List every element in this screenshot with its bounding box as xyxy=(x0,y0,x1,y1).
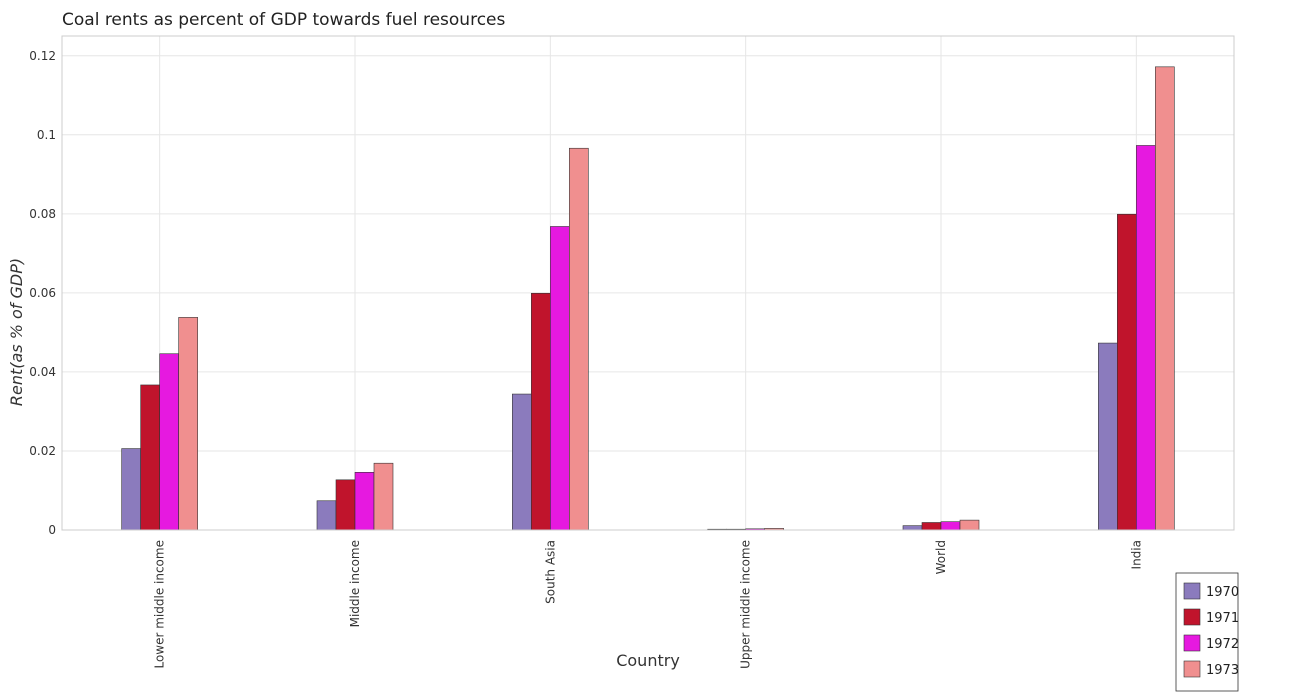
y-tick-label: 0 xyxy=(48,523,56,537)
bar-1972 xyxy=(940,521,961,531)
x-tick-label: World xyxy=(934,540,948,574)
bar-1972 xyxy=(354,472,375,531)
legend-swatch xyxy=(1183,634,1201,652)
bar-1973 xyxy=(959,519,980,531)
bar-1973 xyxy=(178,317,198,531)
bar-1972 xyxy=(1136,145,1156,531)
y-tick-label: 0.02 xyxy=(29,444,56,458)
bar-1971 xyxy=(335,479,356,531)
grid xyxy=(62,36,1234,531)
bar-1973 xyxy=(373,462,394,531)
y-tick-label: 0.04 xyxy=(29,365,56,379)
y-axis-label: Rent(as % of GDP) xyxy=(7,258,26,406)
legend-swatch xyxy=(1183,608,1201,626)
bar-1970 xyxy=(316,500,337,531)
legend-label: 1972 xyxy=(1206,637,1239,652)
bar-1970 xyxy=(902,525,923,531)
bar-1973 xyxy=(1155,66,1175,531)
x-tick-label: Middle income xyxy=(348,540,362,627)
bar-1971 xyxy=(921,522,942,531)
bar-1970 xyxy=(512,393,532,531)
bar-1970 xyxy=(121,448,141,531)
x-tick-label: India xyxy=(1129,540,1143,569)
bar-1971 xyxy=(140,384,160,531)
legend-label: 1970 xyxy=(1206,585,1239,600)
legend-label: 1973 xyxy=(1206,663,1239,678)
x-axis-label: Country xyxy=(616,651,680,670)
legend: 1970 1971 1972 1973 xyxy=(1175,572,1239,692)
y-tick-label: 0.1 xyxy=(37,128,56,142)
legend-swatch xyxy=(1183,660,1201,678)
chart-title: Coal rents as percent of GDP towards fue… xyxy=(62,10,505,30)
plot-frame xyxy=(61,35,1235,531)
x-tick-label: South Asia xyxy=(543,540,557,604)
y-tick-label: 0.12 xyxy=(29,49,56,63)
bar-1972 xyxy=(550,226,570,531)
x-tick-label: Lower middle income xyxy=(153,540,167,669)
bars xyxy=(121,66,1175,531)
y-tick-label: 0.08 xyxy=(29,207,56,221)
legend-label: 1971 xyxy=(1206,611,1239,626)
bar-1971 xyxy=(531,292,551,531)
x-axis-ticks: Lower middle income Middle income South As… xyxy=(153,540,1144,669)
y-tick-label: 0.06 xyxy=(29,286,56,300)
bar-1970 xyxy=(1098,342,1118,531)
y-axis-ticks: 0 0.02 0.04 0.06 0.08 0.1 0.12 xyxy=(29,49,56,537)
legend-swatch xyxy=(1183,582,1201,600)
bar-1971 xyxy=(1117,213,1137,531)
bar-1972 xyxy=(159,353,179,531)
bar-1973 xyxy=(569,147,589,531)
x-tick-label: Upper middle income xyxy=(739,540,753,669)
